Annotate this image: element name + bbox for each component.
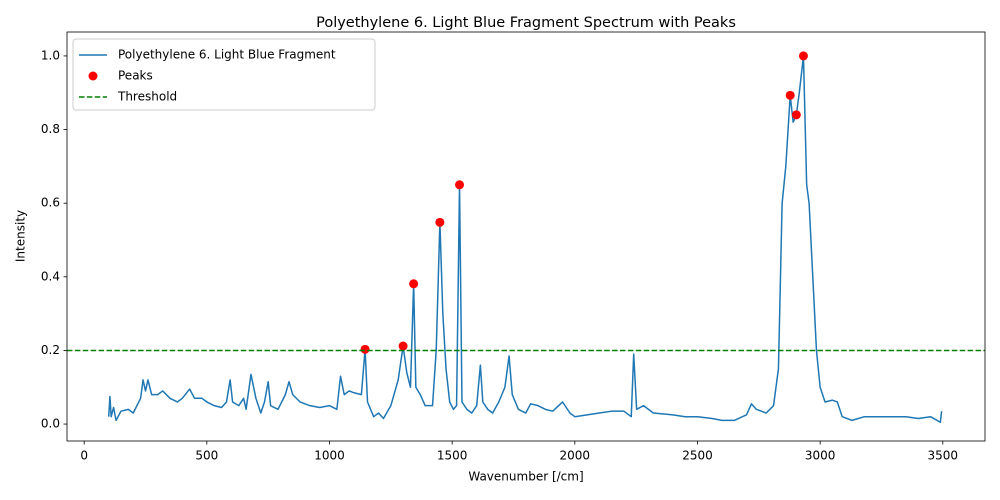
x-tick-label: 1500	[437, 449, 468, 463]
y-axis-label: Intensity	[14, 210, 28, 262]
peak-point	[455, 180, 465, 190]
plot-frame	[66, 31, 986, 442]
x-tick-label: 2500	[682, 449, 713, 463]
legend-label: Peaks	[118, 69, 153, 83]
y-tick-label: 0.8	[41, 122, 60, 136]
x-tick-label: 500	[195, 449, 218, 463]
legend-label: Polyethylene 6. Light Blue Fragment	[118, 48, 336, 62]
x-tick-label: 3500	[928, 449, 959, 463]
y-tick-label: 0.2	[41, 343, 60, 357]
peak-point	[435, 217, 445, 227]
peak-point	[791, 110, 801, 120]
y-tick-label: 0.6	[41, 196, 60, 210]
peak-point	[785, 90, 795, 100]
x-tick-label: 0	[80, 449, 88, 463]
peak-point	[398, 341, 408, 351]
y-tick-label: 0.0	[41, 417, 60, 431]
x-tick-label: 1000	[314, 449, 345, 463]
peak-point	[409, 279, 419, 289]
legend-label: Threshold	[117, 90, 177, 104]
y-tick-label: 1.0	[41, 48, 60, 62]
legend-marker	[88, 71, 98, 81]
x-axis-label: Wavenumber [/cm]	[468, 470, 583, 484]
x-tick-label: 2000	[560, 449, 591, 463]
y-tick-label: 0.4	[41, 269, 60, 283]
peak-point	[798, 51, 808, 61]
legend-box	[72, 38, 376, 111]
spectrum-line	[107, 55, 943, 423]
chart-title: Polyethylene 6. Light Blue Fragment Spec…	[316, 15, 736, 31]
x-tick-label: 3000	[805, 449, 836, 463]
peak-point	[360, 344, 370, 354]
